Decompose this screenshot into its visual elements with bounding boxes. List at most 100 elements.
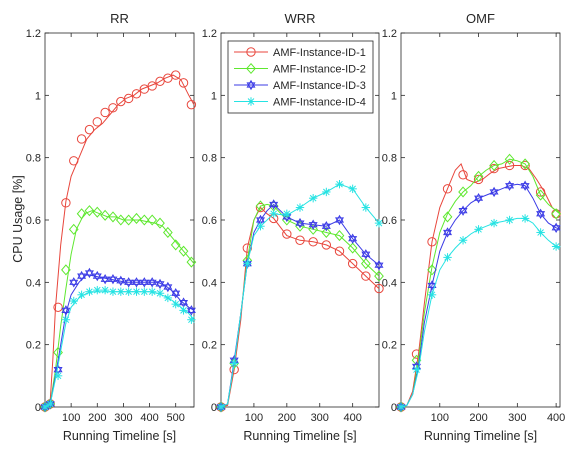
data-point-omf-2 (535, 189, 546, 201)
series-rr-2 (40, 205, 197, 413)
data-point-rr-4 (85, 287, 94, 296)
data-point-rr-3 (100, 274, 110, 285)
data-point-wrr-4 (229, 359, 239, 368)
data-point-wrr-2 (347, 242, 358, 254)
data-point-wrr-2 (321, 226, 332, 239)
data-point-rr-2 (178, 245, 189, 257)
data-point-rr-4 (187, 315, 196, 324)
data-point-wrr-4 (374, 218, 384, 228)
data-point-wrr-2 (360, 258, 371, 270)
series-line-wrr-1 (220, 206, 380, 408)
data-point-omf-2 (551, 208, 561, 220)
legend-marker (246, 47, 256, 57)
x-tick-label-omf: 200 (469, 412, 487, 424)
data-point-omf-1 (427, 237, 437, 247)
series-rr-4 (40, 285, 196, 412)
data-point-omf-4 (474, 225, 483, 234)
data-point-omf-4 (489, 218, 499, 228)
data-point-rr-3 (84, 267, 94, 279)
data-point-rr-2 (131, 212, 142, 225)
data-point-omf-4 (536, 228, 545, 237)
x-tick-label-rr: 400 (140, 412, 158, 424)
y-tick-label-omf: 0.8 (382, 153, 397, 165)
series-line-omf-2 (400, 158, 561, 408)
data-point-omf-3 (536, 208, 546, 219)
data-point-omf-1 (504, 160, 515, 171)
data-point-rr-1 (76, 134, 87, 144)
legend-entry-4: AMF-Instance-ID-4 (234, 97, 366, 109)
data-point-rr-4 (100, 285, 110, 295)
data-point-omf-2 (442, 211, 453, 223)
y-tick-label-wrr: 0.8 (202, 153, 217, 165)
series-line-omf-3 (400, 183, 561, 408)
data-point-rr-2 (123, 214, 134, 226)
data-point-rr-3 (124, 277, 134, 288)
data-point-rr-4 (171, 299, 180, 309)
y-tick-label-omf: 1 (391, 90, 397, 102)
data-point-rr-4 (132, 287, 141, 296)
x-tick-label-wrr: 100 (245, 412, 263, 424)
data-point-rr-3 (116, 275, 126, 286)
data-point-omf-2 (473, 170, 484, 182)
data-point-rr-2 (100, 209, 110, 221)
data-point-rr-2 (115, 214, 126, 226)
data-point-omf-3 (458, 205, 468, 216)
data-point-rr-3 (77, 270, 87, 282)
panel-title-rr: RR (110, 11, 129, 26)
data-point-wrr-1 (361, 271, 371, 281)
data-point-wrr-3 (295, 217, 305, 229)
data-point-omf-1 (535, 187, 546, 197)
legend: AMF-Instance-ID-1 AMF-Instance-ID-2 AMF-In… (227, 40, 374, 114)
x-tick-label-rr: 200 (88, 412, 106, 424)
data-point-rr-1 (92, 117, 102, 127)
legend-label: AMF-Instance-ID-4 (273, 97, 366, 109)
data-point-wrr-4 (361, 203, 371, 212)
data-point-omf-4 (551, 242, 561, 251)
data-point-rr-1 (100, 107, 110, 118)
data-point-rr-1 (147, 81, 157, 91)
data-point-omf-3 (520, 180, 530, 191)
data-point-wrr-3 (334, 214, 345, 226)
data-point-omf-3 (474, 192, 484, 204)
data-point-wrr-1 (255, 202, 266, 213)
data-point-rr-3 (171, 288, 181, 299)
data-point-omf-1 (458, 170, 468, 180)
x-tick-label-wrr: 300 (311, 412, 329, 424)
data-point-wrr-1 (347, 258, 358, 269)
legend-marker (246, 97, 256, 106)
data-point-wrr-1 (282, 229, 292, 239)
data-point-wrr-4 (348, 184, 357, 194)
data-point-omf-1 (473, 174, 484, 185)
data-point-wrr-2 (334, 230, 345, 242)
data-point-rr-2 (76, 208, 87, 220)
x-axis-label-rr: Running Timeline [s] (63, 429, 176, 443)
data-point-rr-1 (84, 124, 95, 135)
y-tick-label-rr: 0.8 (26, 153, 41, 165)
x-tick-label-rr: 300 (114, 412, 132, 424)
x-tick-label-rr: 500 (167, 412, 185, 424)
data-point-rr-3 (108, 274, 118, 285)
data-point-rr-1 (131, 89, 142, 99)
data-point-rr-2 (139, 214, 150, 226)
y-tick-label-omf: 0.4 (382, 277, 397, 289)
series-line-omf-1 (400, 162, 561, 408)
y-tick-label-wrr: 0 (211, 402, 217, 414)
data-point-rr-3 (179, 297, 189, 308)
x-tick-label-rr: 100 (62, 412, 80, 424)
data-point-rr-4 (124, 287, 133, 296)
data-point-rr-3 (131, 277, 141, 288)
data-point-wrr-4 (216, 402, 226, 412)
y-tick-label-omf: 0 (391, 402, 397, 414)
y-tick-label-wrr: 0.6 (202, 215, 217, 227)
y-tick-label-rr: 1.2 (26, 28, 41, 40)
data-point-rr-1 (53, 302, 63, 312)
x-tick-label-omf: 100 (431, 412, 449, 424)
panel-rr: RR 0 0.2 0.4 0.6 0.8 1 1.2 100 200 300 400 500 Runnin… (26, 11, 197, 443)
legend-label: AMF-Instance-ID-2 (273, 64, 366, 76)
data-point-omf-1 (442, 184, 453, 194)
y-tick-label-rr: 0.2 (26, 340, 41, 352)
data-point-rr-2 (162, 226, 173, 239)
data-point-rr-1 (69, 156, 79, 166)
data-point-rr-4 (77, 290, 86, 299)
